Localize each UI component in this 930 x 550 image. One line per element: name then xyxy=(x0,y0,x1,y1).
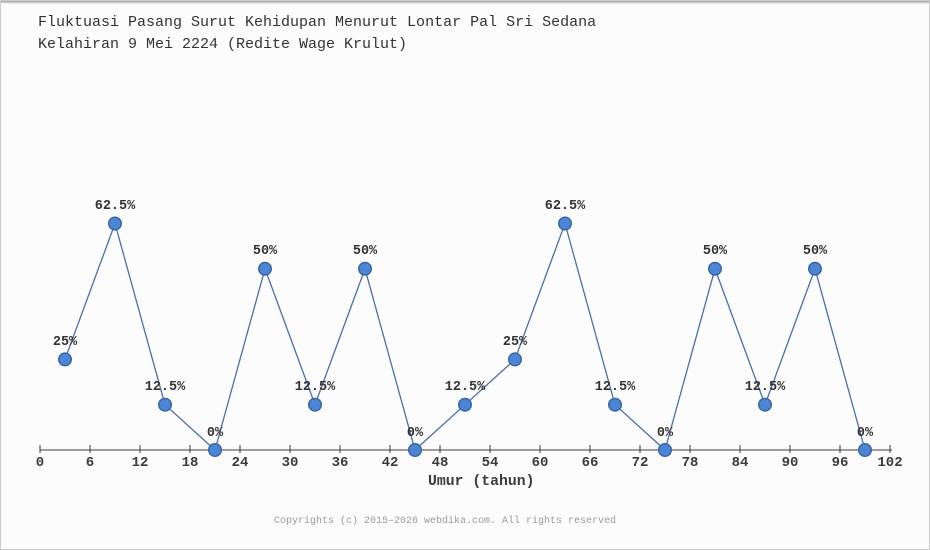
svg-text:50%: 50% xyxy=(353,244,378,259)
svg-text:54: 54 xyxy=(482,455,499,471)
svg-text:62.5%: 62.5% xyxy=(95,199,136,214)
svg-text:30: 30 xyxy=(282,455,299,471)
svg-text:62.5%: 62.5% xyxy=(545,199,586,214)
svg-text:18: 18 xyxy=(182,455,199,471)
svg-text:12.5%: 12.5% xyxy=(595,380,636,395)
svg-text:25%: 25% xyxy=(53,335,78,350)
svg-text:6: 6 xyxy=(86,455,94,471)
svg-text:0: 0 xyxy=(36,455,44,471)
svg-text:0%: 0% xyxy=(657,426,674,441)
svg-text:50%: 50% xyxy=(703,244,728,259)
svg-text:24: 24 xyxy=(232,455,249,471)
svg-text:25%: 25% xyxy=(503,335,528,350)
svg-text:84: 84 xyxy=(732,455,749,471)
svg-text:66: 66 xyxy=(582,455,599,471)
svg-text:0%: 0% xyxy=(207,426,224,441)
svg-text:60: 60 xyxy=(532,455,549,471)
svg-text:50%: 50% xyxy=(253,244,278,259)
svg-text:90: 90 xyxy=(782,455,799,471)
svg-text:72: 72 xyxy=(632,455,649,471)
svg-text:78: 78 xyxy=(682,455,699,471)
svg-text:102: 102 xyxy=(877,455,902,471)
svg-text:96: 96 xyxy=(832,455,849,471)
svg-text:12: 12 xyxy=(132,455,149,471)
svg-text:0%: 0% xyxy=(407,426,424,441)
svg-text:42: 42 xyxy=(382,455,399,471)
svg-text:0%: 0% xyxy=(857,426,874,441)
svg-text:12.5%: 12.5% xyxy=(295,380,336,395)
svg-text:36: 36 xyxy=(332,455,349,471)
svg-text:48: 48 xyxy=(432,455,449,471)
svg-text:12.5%: 12.5% xyxy=(145,380,186,395)
svg-text:12.5%: 12.5% xyxy=(745,380,786,395)
svg-text:50%: 50% xyxy=(803,244,828,259)
svg-text:12.5%: 12.5% xyxy=(445,380,486,395)
